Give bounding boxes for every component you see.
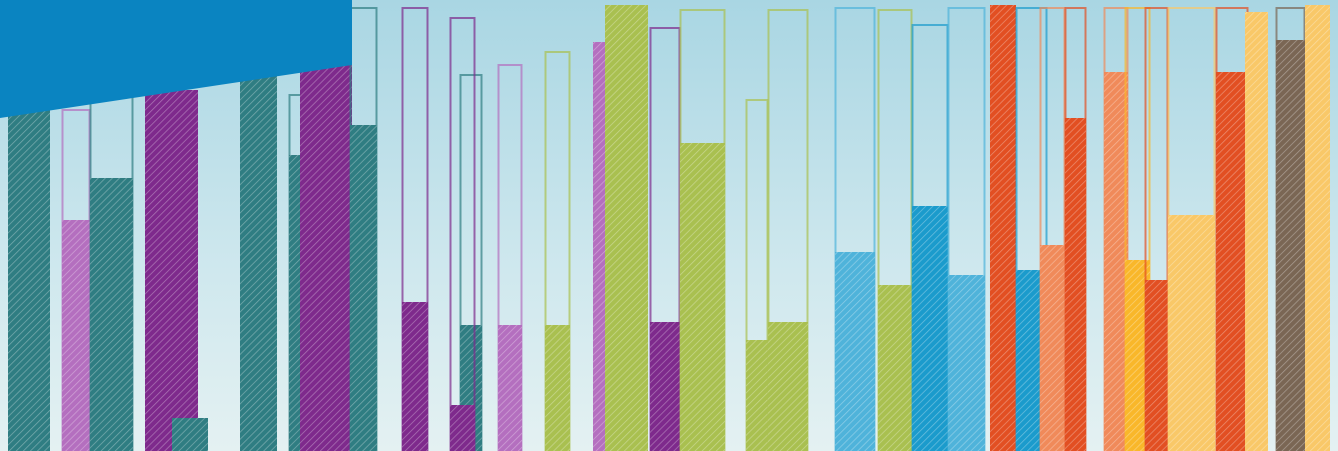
bar-hatch bbox=[1145, 280, 1168, 451]
bar-hatch bbox=[62, 220, 90, 451]
bar-hatch bbox=[350, 125, 377, 451]
bar-hatch bbox=[680, 143, 725, 451]
bar-hatch bbox=[1040, 245, 1065, 451]
bar-hatch bbox=[8, 110, 50, 451]
bar-hatch bbox=[768, 322, 808, 451]
bar-outline bbox=[459, 74, 483, 451]
corner-banner bbox=[0, 0, 352, 118]
bar-hatch bbox=[650, 322, 680, 451]
bar-hatch bbox=[300, 60, 352, 451]
bar-hatch bbox=[605, 5, 648, 451]
bar-hatch bbox=[240, 60, 277, 451]
bar-hatch bbox=[835, 252, 875, 451]
bar-outline bbox=[1015, 7, 1048, 451]
bar-hatch bbox=[1245, 12, 1268, 451]
bar-hatch bbox=[1168, 215, 1215, 451]
bar-hatch bbox=[746, 340, 768, 451]
bar-hatch bbox=[1065, 118, 1086, 451]
bar-hatch bbox=[1276, 40, 1305, 451]
bar-hatch bbox=[450, 405, 475, 451]
bar-hatch bbox=[145, 90, 198, 451]
decorative-bars bbox=[8, 5, 1330, 451]
bar-outline bbox=[834, 7, 876, 451]
bar-hatch bbox=[498, 325, 522, 451]
bar-hatch bbox=[990, 5, 1016, 451]
bar-hatch bbox=[948, 275, 985, 451]
bar-outline bbox=[401, 7, 429, 451]
bar-hatch bbox=[402, 302, 428, 451]
bar-hatch bbox=[545, 325, 570, 451]
bar-hatch bbox=[90, 178, 133, 451]
bar-outline bbox=[1124, 7, 1151, 451]
bar-hatch bbox=[172, 418, 208, 451]
bar-outline bbox=[449, 17, 476, 451]
bar-hatch bbox=[1305, 5, 1330, 451]
bar-hatch bbox=[1104, 72, 1128, 451]
bar-hatch bbox=[1216, 72, 1248, 451]
bar-outline bbox=[947, 7, 986, 451]
bar-outline bbox=[497, 64, 523, 451]
bar-outline bbox=[767, 9, 809, 451]
bar-outline bbox=[544, 51, 571, 451]
bar-hatch bbox=[878, 285, 912, 451]
bar-hatch bbox=[912, 206, 948, 451]
